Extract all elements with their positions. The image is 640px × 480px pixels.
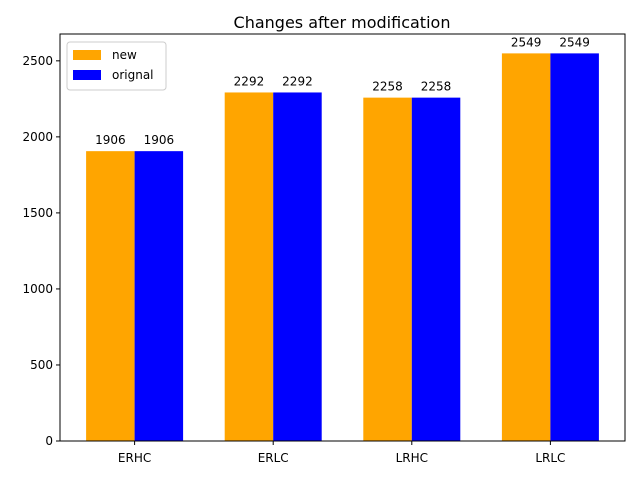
bar-orignal-erhc — [134, 151, 184, 441]
y-tick-label-2000: 2000 — [22, 130, 53, 144]
data-label-orignal-erlc: 2292 — [282, 74, 313, 88]
data-label-new-lrhc: 2258 — [372, 80, 403, 94]
data-label-new-lrlc: 2549 — [511, 35, 542, 49]
legend-label-new: new — [112, 48, 137, 62]
x-tick-label-lrhc: LRHC — [396, 451, 428, 465]
bar-new-lrlc — [501, 53, 551, 441]
y-tick-label-1000: 1000 — [22, 282, 53, 296]
bar-new-erhc — [86, 151, 135, 441]
x-tick-label-erlc: ERLC — [258, 451, 289, 465]
y-tick-label-1500: 1500 — [22, 206, 53, 220]
data-label-new-erhc: 1906 — [95, 133, 126, 147]
legend: new orignal — [66, 41, 167, 91]
bar-orignal-lrhc — [411, 97, 461, 441]
legend-swatch-orignal — [73, 70, 101, 80]
bar-new-erlc — [224, 92, 274, 442]
chart-title: Changes after modification — [234, 13, 451, 32]
legend-swatch-new — [73, 50, 101, 60]
x-axis: ERHC ERLC LRHC LRLC — [118, 441, 565, 465]
data-label-orignal-erhc: 1906 — [144, 133, 175, 147]
y-axis: 0 500 1000 1500 2000 2500 — [22, 54, 60, 448]
x-tick-label-erhc: ERHC — [118, 451, 151, 465]
y-tick-label-0: 0 — [45, 434, 53, 448]
bar-orignal-lrlc — [550, 53, 599, 441]
legend-label-orignal: orignal — [112, 68, 154, 82]
plot-frame — [59, 33, 626, 442]
data-label-orignal-lrhc: 2258 — [421, 80, 452, 94]
bar-orignal-erlc — [273, 92, 322, 442]
y-tick-label-500: 500 — [30, 358, 53, 372]
data-labels-layer: 1906 2292 2258 2549 1906 2292 2258 2549 — [95, 35, 590, 147]
bar-new-lrhc — [363, 97, 412, 441]
data-label-new-erlc: 2292 — [234, 74, 265, 88]
bars-layer — [86, 53, 599, 442]
x-tick-label-lrlc: LRLC — [535, 451, 565, 465]
y-tick-label-2500: 2500 — [22, 54, 53, 68]
data-label-orignal-lrlc: 2549 — [559, 35, 590, 49]
